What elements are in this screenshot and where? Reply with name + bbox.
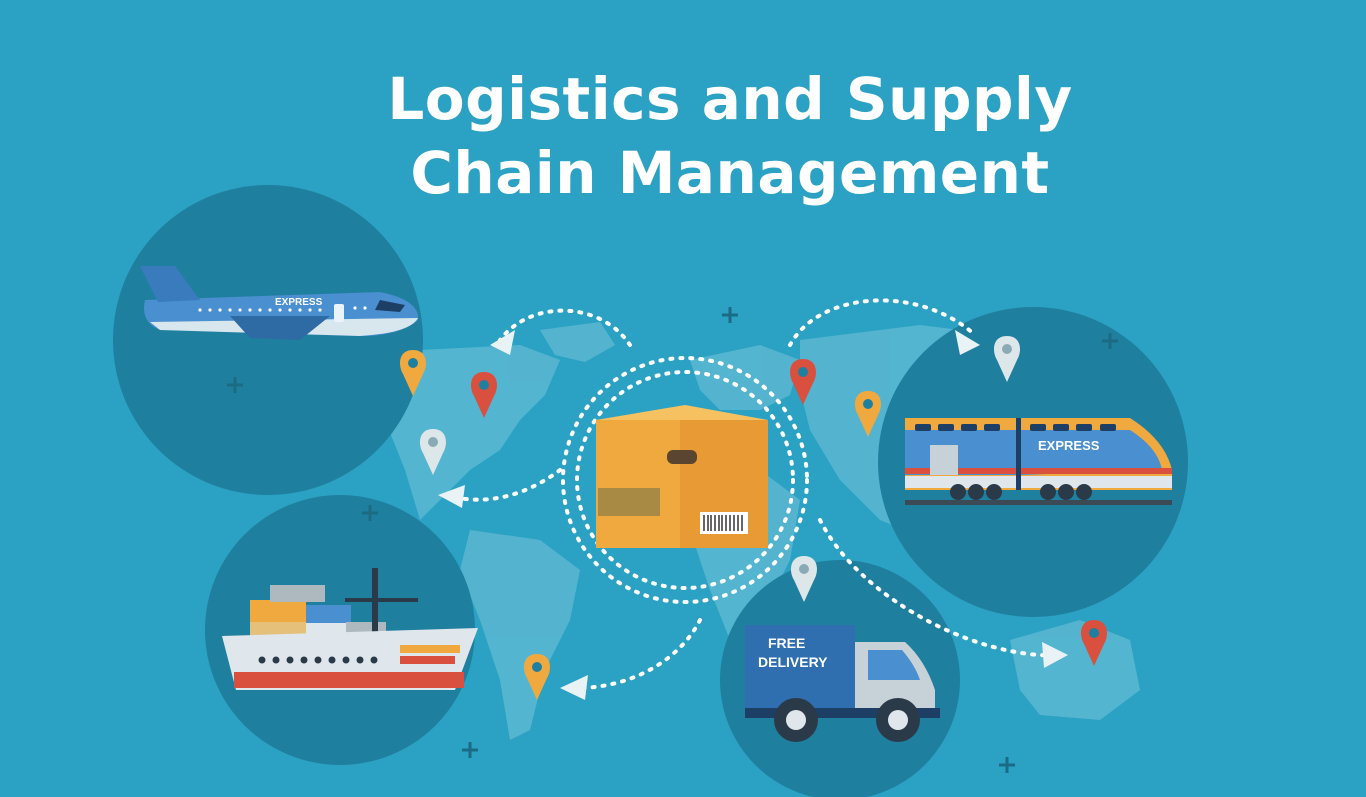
- location-pin-icon: [855, 391, 881, 437]
- title-line-1: Logistics and Supply: [387, 65, 1073, 133]
- dotted-arrow-icon: [1042, 642, 1068, 668]
- page-title: Logistics and Supply Chain Management: [0, 62, 1366, 210]
- plus-sparkle-icon: [1102, 333, 1118, 349]
- hub-ring-inner: [575, 370, 795, 590]
- cargo-ship-icon: [222, 568, 478, 690]
- australia: [1010, 620, 1140, 720]
- route-plane-to-hub: [498, 308, 632, 347]
- airplane-icon: EXPRESS: [140, 266, 419, 340]
- location-pin-icon: [791, 556, 817, 602]
- location-pins: [400, 336, 1107, 700]
- train-label: EXPRESS: [1038, 438, 1100, 453]
- location-pin-icon: [471, 372, 497, 418]
- dotted-arrow-icon: [490, 330, 515, 355]
- plus-sparkle-icon: [227, 377, 243, 393]
- plane-circle: [113, 185, 423, 495]
- location-pin-icon: [420, 429, 446, 475]
- train-icon: EXPRESS: [905, 418, 1172, 505]
- plus-sparkle-icon: [462, 742, 478, 758]
- location-pin-icon: [994, 336, 1020, 382]
- location-pin-icon: [1081, 620, 1107, 666]
- location-pin-icon: [524, 654, 550, 700]
- plus-sparkle-icon: [362, 505, 378, 521]
- route-hub-to-train: [788, 298, 977, 347]
- route-hub-to-southamerica: [568, 618, 702, 691]
- location-pin-icon: [790, 359, 816, 405]
- dotted-arrow-icon: [560, 675, 588, 700]
- truck-label-line2: DELIVERY: [758, 654, 828, 670]
- delivery-truck-icon: FREE DELIVERY: [745, 625, 940, 742]
- dotted-arrow-icon: [438, 485, 465, 508]
- dotted-arrow-icon: [955, 330, 980, 355]
- title-line-2: Chain Management: [410, 139, 1050, 207]
- route-arrows: [438, 330, 1068, 700]
- south-america: [460, 530, 580, 740]
- location-pin-icon: [400, 350, 426, 396]
- package-box-icon: [596, 405, 768, 548]
- plus-sparkle-icon: [722, 307, 738, 323]
- plus-sparkle-icon: [999, 757, 1015, 773]
- hub-ring-outer: [561, 356, 809, 604]
- plus-sparkles: [227, 307, 1118, 773]
- plane-label: EXPRESS: [275, 297, 323, 308]
- greenland: [540, 322, 615, 362]
- europe: [690, 345, 800, 410]
- truck-label-line1: FREE: [768, 635, 805, 651]
